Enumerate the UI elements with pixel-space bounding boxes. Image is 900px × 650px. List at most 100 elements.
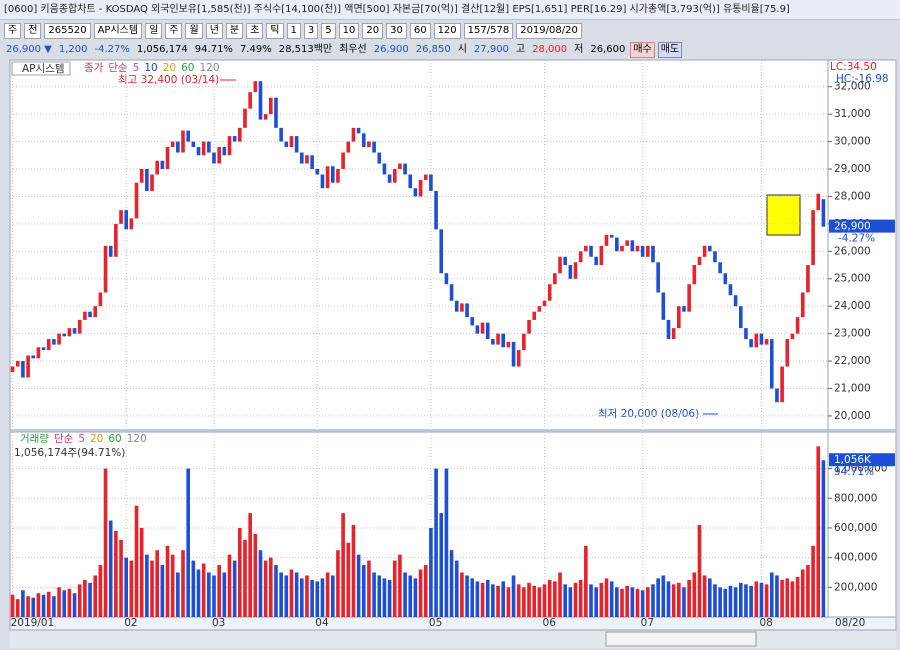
- candle-body: [718, 262, 722, 274]
- candle-body: [119, 210, 123, 224]
- y-tick-label: 31,000: [834, 108, 871, 120]
- quote-item: 27,900: [473, 43, 509, 55]
- toolbar-button[interactable]: 265520: [44, 23, 91, 39]
- candle-body: [666, 319, 671, 340]
- quote-row: 26,900 ▼ 1,200 -4.27% 1,056,174 94.71% 7.49% 2…: [4, 41, 896, 58]
- quote-item: 고: [515, 43, 526, 55]
- scroll-buttons[interactable]: [605, 631, 757, 647]
- candle-body: [145, 169, 149, 191]
- volume-bar: [341, 513, 345, 617]
- volume-bar: [785, 578, 790, 617]
- legend-entry: 단순: [108, 62, 128, 74]
- volume-bar: [274, 565, 278, 617]
- toolbar-button[interactable]: 3: [303, 23, 319, 39]
- volume-bar: [310, 579, 314, 617]
- quote-item: 7.49%: [239, 43, 272, 55]
- volume-bar: [506, 587, 511, 617]
- toolbar-button[interactable]: 157/578: [463, 23, 514, 39]
- volume-bar: [413, 578, 418, 617]
- volume-bar: [10, 594, 15, 617]
- candle-body: [707, 245, 712, 252]
- volume-bar: [728, 585, 733, 617]
- x-tick-label: 2019/01: [11, 617, 55, 629]
- toolbar-button[interactable]: 전: [24, 23, 42, 39]
- candle-body: [279, 127, 283, 142]
- volume-bar: [764, 584, 769, 617]
- volume-bar: [434, 468, 438, 617]
- quote-item: 1,056,174: [136, 43, 188, 55]
- quote-item: 28,000: [532, 43, 568, 55]
- toolbar-button[interactable]: 5: [321, 23, 336, 39]
- toolbar-button[interactable]: 30: [386, 23, 407, 39]
- volume-bar: [108, 520, 113, 617]
- y-tick-label: 32,000: [834, 81, 871, 93]
- candle-body: [284, 141, 289, 148]
- x-tick-label: 05: [429, 617, 442, 629]
- volume-bar: [57, 587, 61, 617]
- toolbar-button[interactable]: 분: [225, 23, 244, 39]
- candle-body: [367, 141, 371, 148]
- toolbar-button[interactable]: 120: [433, 23, 461, 39]
- volume-bar: [170, 554, 175, 617]
- toolbar-button[interactable]: 60: [409, 23, 431, 39]
- volume-bar: [315, 581, 320, 617]
- volume-bar: [232, 560, 237, 617]
- legend-entry: 10: [144, 62, 157, 74]
- toolbar-button[interactable]: 년: [205, 23, 223, 39]
- candle-body: [263, 114, 268, 120]
- y-tick-label: 30,000: [834, 136, 871, 148]
- volume-bar: [568, 587, 573, 617]
- toolbar-button[interactable]: AP시스템: [93, 23, 143, 39]
- volume-bar: [150, 560, 154, 617]
- candle-body: [620, 245, 624, 252]
- toolbar-button[interactable]: 20: [362, 23, 384, 39]
- candle-body: [589, 245, 593, 257]
- candle-body: [754, 333, 759, 348]
- volume-bar: [119, 539, 123, 617]
- volume-bar: [21, 590, 25, 617]
- name-box: [11, 61, 71, 76]
- volume-bar: [160, 565, 165, 617]
- candle-body: [387, 174, 392, 183]
- toolbar-button[interactable]: 틱: [266, 23, 284, 39]
- candle-body: [573, 262, 578, 279]
- toolbar-button[interactable]: 10: [338, 23, 360, 39]
- toolbar-button[interactable]: 일: [145, 23, 163, 39]
- quote-item: 저: [574, 43, 584, 55]
- scroll-area: [10, 631, 896, 648]
- toolbar-button[interactable]: 주: [165, 23, 183, 39]
- volume-bar: [692, 572, 697, 617]
- toolbar-button[interactable]: 1: [286, 23, 301, 39]
- legend-entry: 종가: [84, 62, 104, 74]
- candle-body: [692, 265, 697, 285]
- toolbar-button[interactable]: 주: [4, 23, 22, 39]
- volume-bar: [635, 588, 640, 617]
- volume-bar: [578, 579, 583, 617]
- candle-body: [671, 328, 676, 340]
- y-tick-label: 800,000: [834, 492, 877, 504]
- candle-body: [325, 166, 330, 189]
- candle-body: [646, 245, 650, 257]
- toolbar-button[interactable]: 초: [246, 23, 264, 39]
- volume-bar: [465, 575, 469, 617]
- volume-bar: [501, 581, 506, 617]
- y-tick-label: 24,000: [834, 300, 871, 312]
- candle-body: [769, 339, 774, 389]
- volume-bar: [330, 575, 335, 617]
- volume-bar: [155, 550, 159, 617]
- candle-body: [165, 147, 170, 170]
- volume-bar: [429, 527, 433, 617]
- volume-bar: [201, 563, 206, 617]
- volume-bar: [387, 579, 392, 617]
- candle-body: [36, 347, 41, 359]
- volume-bar: [36, 593, 41, 617]
- volume-bar: [511, 575, 516, 617]
- candle-body: [795, 317, 800, 334]
- candle-body: [780, 366, 784, 403]
- candle-body: [77, 319, 82, 334]
- last-volume-label: 1,056K: [834, 454, 872, 466]
- candle-body: [423, 174, 428, 180]
- toolbar-button[interactable]: 2019/08/20: [516, 23, 582, 39]
- toolbar-button[interactable]: 월: [185, 23, 203, 39]
